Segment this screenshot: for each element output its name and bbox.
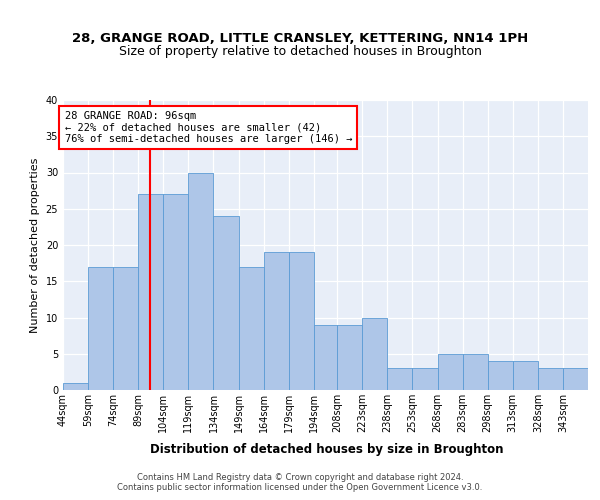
Bar bbox=[437, 354, 463, 390]
Y-axis label: Number of detached properties: Number of detached properties bbox=[30, 158, 40, 332]
Bar bbox=[314, 325, 337, 390]
Text: 28, GRANGE ROAD, LITTLE CRANSLEY, KETTERING, NN14 1PH: 28, GRANGE ROAD, LITTLE CRANSLEY, KETTER… bbox=[72, 32, 528, 46]
Bar bbox=[138, 194, 163, 390]
Bar bbox=[188, 172, 214, 390]
Text: 28 GRANGE ROAD: 96sqm
← 22% of detached houses are smaller (42)
76% of semi-deta: 28 GRANGE ROAD: 96sqm ← 22% of detached … bbox=[65, 111, 352, 144]
Text: Distribution of detached houses by size in Broughton: Distribution of detached houses by size … bbox=[150, 442, 504, 456]
Bar bbox=[239, 267, 263, 390]
Bar bbox=[538, 368, 563, 390]
Bar bbox=[263, 252, 289, 390]
Bar bbox=[388, 368, 412, 390]
Bar bbox=[488, 361, 513, 390]
Bar bbox=[412, 368, 437, 390]
Text: Contains public sector information licensed under the Open Government Licence v3: Contains public sector information licen… bbox=[118, 484, 482, 492]
Bar bbox=[463, 354, 488, 390]
Bar bbox=[113, 267, 138, 390]
Bar bbox=[563, 368, 588, 390]
Bar bbox=[214, 216, 239, 390]
Bar bbox=[63, 383, 88, 390]
Bar bbox=[289, 252, 314, 390]
Bar bbox=[362, 318, 388, 390]
Bar bbox=[88, 267, 113, 390]
Bar bbox=[337, 325, 362, 390]
Text: Contains HM Land Registry data © Crown copyright and database right 2024.: Contains HM Land Registry data © Crown c… bbox=[137, 472, 463, 482]
Bar bbox=[163, 194, 188, 390]
Text: Size of property relative to detached houses in Broughton: Size of property relative to detached ho… bbox=[119, 45, 481, 58]
Bar bbox=[513, 361, 538, 390]
